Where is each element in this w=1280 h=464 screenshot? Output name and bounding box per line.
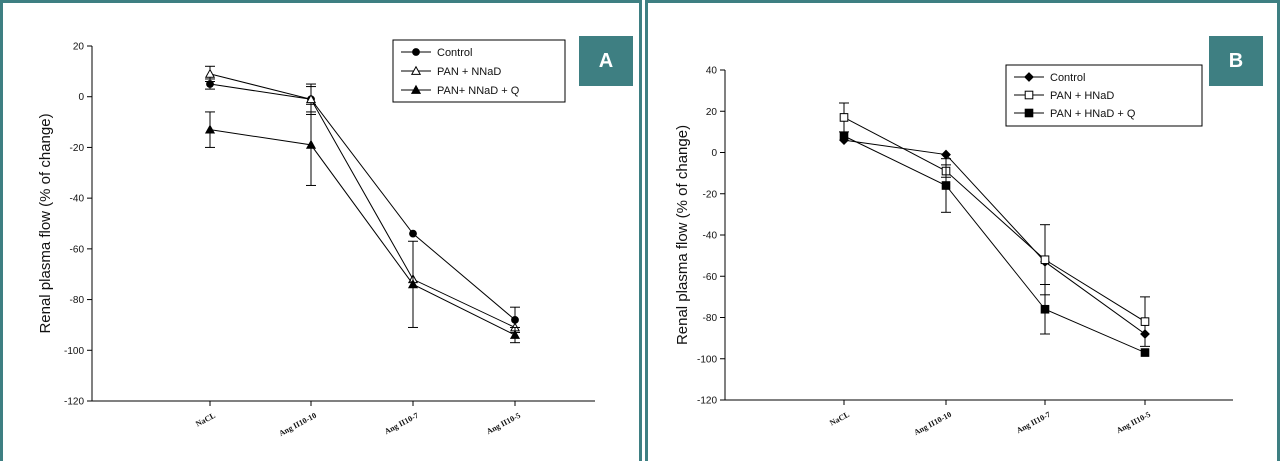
x-tick-label: Ang II10-5 [1115,410,1152,435]
data-point [839,131,849,141]
data-point [409,229,417,238]
data-point [1140,317,1150,326]
data-point [1140,348,1150,357]
series-3 [839,131,1150,357]
x-tick-label: Ang II10-5 [485,411,522,436]
legend-marker [1024,72,1034,82]
y-tick-label: -60 [70,244,85,255]
chart-panel-a: 20 0 -20 -40 -60 -80 -100 -120 Renal plasma flow… [0,0,642,461]
legend: Control PAN + NNaD PAN+ NNaD + Q [392,39,566,103]
data-point [509,329,521,339]
legend-label: PAN + HNaD + Q [1050,108,1136,120]
data-point [204,124,216,134]
legend: Control PAN + HNaD PAN + HNaD + Q [1005,64,1203,127]
y-axis-label: Renal plasma flow (% of change) [37,113,54,333]
series-3 [204,103,521,344]
legend-label: PAN + HNaD [1050,90,1114,102]
x-tick-label: Ang II10-10 [912,410,953,437]
y-tick-label: -120 [697,396,717,407]
chart-b-svg: 40 20 0 -20 -40 -60 -80 -100 -120 Renal plasma fl… [674,64,1233,437]
y-tick-label: -40 [703,231,718,242]
data-point [305,94,317,104]
legend-marker [410,84,422,94]
legend-marker [410,65,422,75]
data-point [204,68,216,78]
y-tick-label: 20 [73,42,85,53]
y-tick-label: -100 [697,354,717,365]
x-tick-label: Ang II10-7 [1015,410,1052,435]
legend-label: Control [1050,72,1085,84]
y-tick-label: -100 [64,346,84,357]
y-tick-label: -40 [70,194,85,205]
data-point [1040,304,1050,314]
y-tick-label: 20 [706,107,718,118]
x-tick-label: NaCL [194,411,217,429]
legend-marker [412,48,420,56]
x-tick-label: Ang II10-10 [277,411,318,438]
y-tick-label: 40 [706,66,718,77]
y-axis-label: Renal plasma flow (% of change) [674,125,691,345]
series-line [209,83,516,321]
series-1 [839,135,1150,339]
y-tick-label: -80 [703,313,718,324]
series-2 [839,102,1150,347]
y-tick-label: -60 [703,272,718,283]
data-point [941,181,951,190]
legend-marker [1024,90,1034,100]
series-line [843,116,1146,323]
chart-panel-b: 40 20 0 -20 -40 -60 -80 -100 -120 Renal plasma fl… [645,0,1280,461]
y-tick-label: -20 [703,189,718,200]
legend-label: PAN + NNaD [437,66,501,78]
panel-badge-b: B [1209,36,1263,86]
legend-label: Control [437,47,472,59]
y-tick-label: 0 [78,92,84,103]
series-1 [205,78,520,334]
legend-marker [1024,108,1034,118]
chart-a-svg: 20 0 -20 -40 -60 -80 -100 -120 Renal plasma flow… [37,39,595,438]
data-point [839,113,849,122]
series-line [843,135,1146,354]
x-tick-label: Ang II10-7 [383,411,420,436]
data-point [1040,255,1050,265]
panel-badge-a: A [579,36,633,86]
y-tick-label: -20 [70,143,85,154]
data-point [305,139,317,149]
series-line [209,73,516,328]
data-point [407,279,419,289]
y-tick-label: -120 [64,397,84,408]
y-tick-label: 0 [711,148,717,159]
legend-label: PAN+ NNaD + Q [437,85,520,97]
series-line [843,139,1146,335]
x-tick-label: NaCL [828,410,851,428]
series-2 [204,65,521,332]
series-line [209,129,516,336]
y-tick-label: -80 [70,295,85,306]
